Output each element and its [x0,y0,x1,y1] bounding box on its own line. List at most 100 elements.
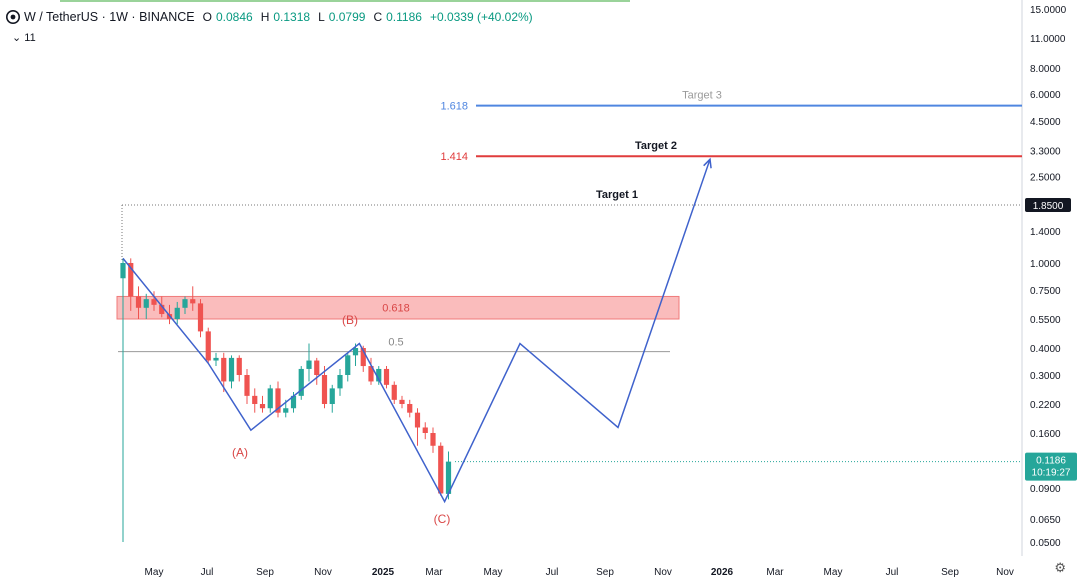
candle [120,258,126,542]
candle [205,327,211,364]
candle [376,366,382,385]
candle-body [345,355,351,375]
high-value: 0.1318 [273,10,311,24]
time-tick-label: May [824,567,843,578]
current-price-tag[interactable] [1025,452,1077,481]
candle [197,299,204,338]
candle-body [174,307,180,319]
time-tick-label: Jul [546,567,559,578]
price-tick-label: 0.0500 [1030,538,1061,549]
price-tick-label: 2.5000 [1030,173,1061,184]
candle-body [337,375,343,389]
candle [190,286,196,311]
candle [391,381,397,404]
time-tick-label: May [484,567,503,578]
candle-body [205,331,211,361]
price-tick-label: 0.4000 [1030,344,1061,355]
time-tick-label: Sep [256,567,274,578]
candle [267,384,273,413]
candle-body [228,357,235,382]
candle [228,355,235,389]
candle-body [190,299,196,304]
wave-labels: (A) (B) (C) [232,313,450,526]
wave-label: (A) [232,446,248,460]
target-title: Target 2 [635,140,677,152]
price-tick-label: 0.5500 [1030,315,1061,326]
price-tick-label: 15.0000 [1030,5,1067,16]
candle [182,296,188,315]
candle-body [128,263,134,297]
candle [275,381,281,418]
candle [259,395,266,413]
candle [422,422,428,440]
wave-label: (B) [342,313,358,327]
candle [298,366,304,400]
price-tick-label: 3.3000 [1030,146,1061,157]
price-tick-label: 8.0000 [1030,64,1061,75]
candle-body [221,357,227,382]
fib-0-5-label: 0.5 [388,337,403,349]
w-token-icon [6,10,20,24]
fib-zone-label: 0.618 [382,303,410,315]
candle-body [391,384,397,400]
price-tick-label: 11.0000 [1030,34,1066,45]
candle-body [352,348,359,356]
candle [306,343,312,382]
candle-body [414,412,421,428]
wave-label: (C) [434,512,451,526]
target-title: Target 1 [596,189,638,201]
candle [430,427,436,453]
wave-projection[interactable] [122,157,712,504]
target-levels[interactable]: 1.618 Target 3 1.414 Target 2 Target 1 [121,90,1022,463]
wave-path-line[interactable] [122,159,711,504]
candle [407,399,413,418]
candle [213,352,219,367]
price-axis[interactable]: 15.0000 11.0000 8.0000 6.0000 4.5000 3.3000 2.… [1025,5,1077,549]
price-tick-label: 0.7500 [1030,286,1061,297]
open-label: O [202,10,212,24]
candle-body [445,461,452,494]
candle [383,366,390,389]
candle [221,352,227,393]
time-tick-label: 2026 [711,567,734,578]
candle-body [182,299,188,308]
candle-body [213,357,219,361]
time-tick-label: Sep [941,567,959,578]
price-tick-label: 0.1600 [1030,429,1061,440]
bar-countdown: 10:19:27 [1032,468,1071,479]
symbol-title[interactable]: W / TetherUS · 1W · BINANCE [24,10,195,24]
price-tag[interactable] [1025,198,1071,212]
time-tick-label: Nov [654,567,672,578]
fib-extension-label: 1.414 [440,151,468,163]
settings-gear-icon[interactable]: ⚙ [1054,560,1066,575]
candle-body [407,404,413,413]
low-value: 0.0799 [328,10,366,24]
candle [244,368,250,404]
candle-body [430,433,436,446]
candle-body [151,299,157,305]
low-label: L [318,10,325,24]
candle-body [159,304,165,315]
time-tick-label: Nov [996,567,1014,578]
candle-body [244,375,250,396]
price-tick-label: 0.2200 [1030,400,1061,411]
legend-header: W / TetherUS · 1W · BINANCE O 0.0846 H 0.1… [6,10,533,24]
candle [399,395,405,409]
open-value: 0.0846 [215,10,253,24]
price-tick-label: 0.0650 [1030,515,1061,526]
fib-zone[interactable]: 0.618 0.5 [116,295,680,353]
time-axis[interactable]: May Jul Sep Nov 2025 Mar May Jul Sep Nov 2026 Mar Ma… [145,567,1014,578]
wave-arrowhead [703,157,712,169]
fib-zone-box[interactable] [116,295,680,320]
price-tag-label: 1.8500 [1033,201,1064,212]
candle-body [329,388,335,404]
candle [438,442,444,496]
candle [174,301,180,325]
candle [236,355,242,382]
candle [143,293,149,319]
candle [321,366,328,409]
close-label: C [373,10,383,24]
indicators-toggle[interactable]: ⌄ 11 [12,32,36,44]
